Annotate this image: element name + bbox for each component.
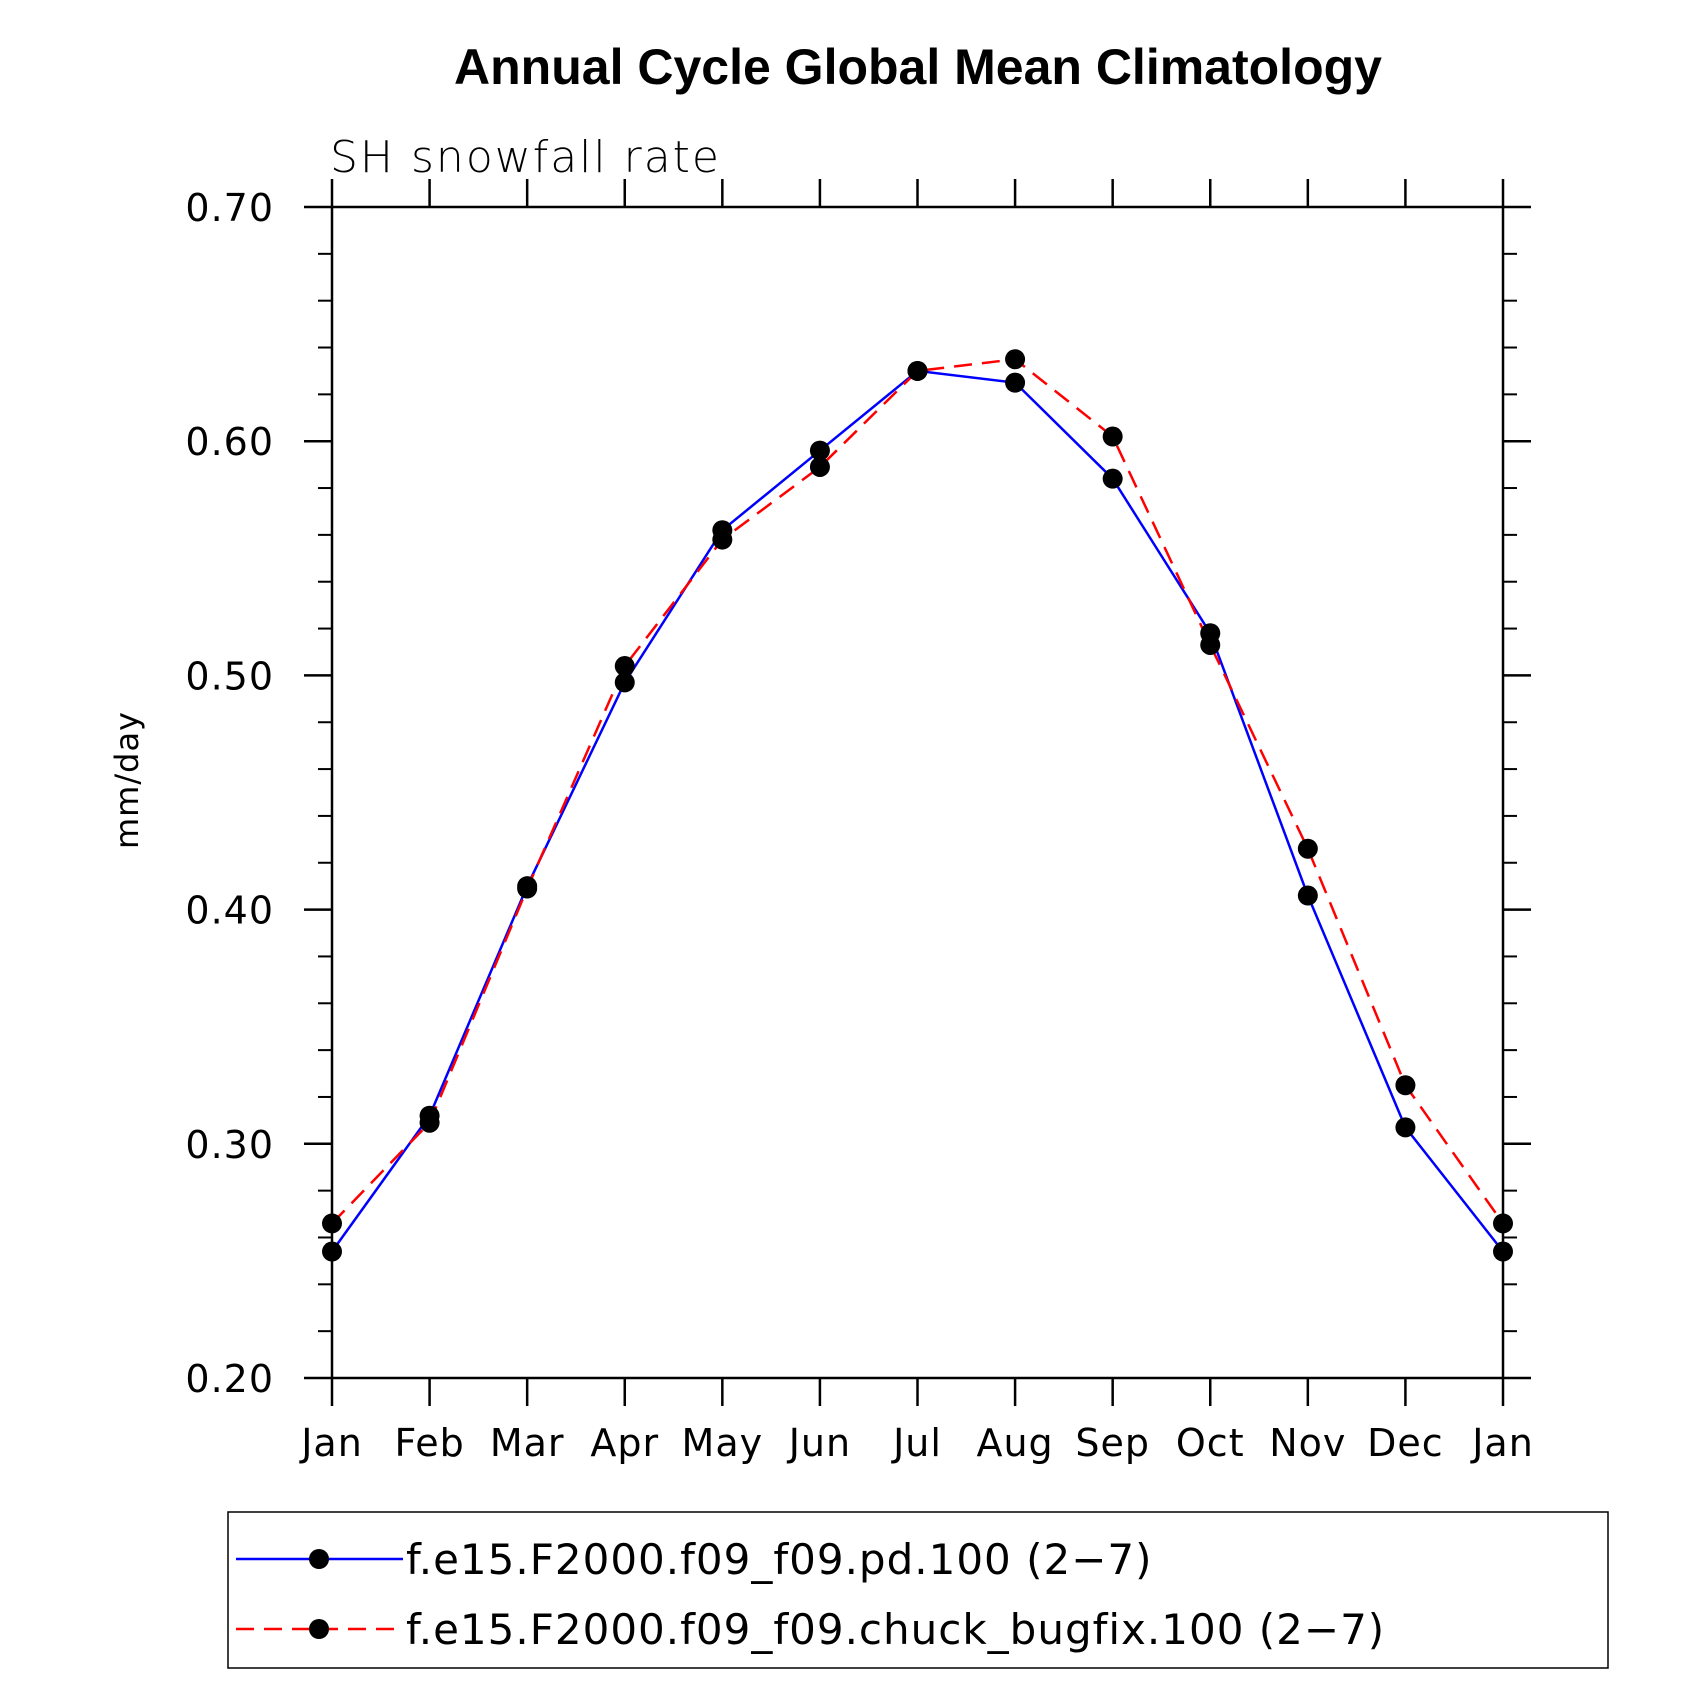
data-point-series-1 bbox=[1005, 372, 1026, 393]
data-point-series-2 bbox=[907, 360, 928, 381]
y-tick-label: 0.30 bbox=[185, 1123, 274, 1167]
y-tick-label: 0.40 bbox=[185, 889, 274, 933]
data-point-series-2 bbox=[1493, 1213, 1513, 1234]
plot-area: Jan Feb Mar Apr May Jun Jul Aug Sep Oct Nov Dec Jan 0… bbox=[185, 179, 1533, 1465]
legend-label-2: f.e15.F2000.f09_f09.chuck_bugfix.100 (2−… bbox=[406, 1605, 1385, 1654]
data-point-series-2 bbox=[712, 529, 733, 550]
legend-marker-1 bbox=[309, 1549, 329, 1569]
x-tick-label: May bbox=[682, 1421, 764, 1465]
x-tick-label: Mar bbox=[490, 1421, 565, 1465]
data-point-series-1 bbox=[1493, 1241, 1513, 1262]
x-tick-label: Feb bbox=[394, 1421, 464, 1465]
data-point-series-1 bbox=[1395, 1117, 1416, 1138]
chart-subtitle: SH snowfall rate bbox=[330, 132, 721, 183]
y-tick-label: 0.70 bbox=[185, 186, 274, 230]
data-point-series-2 bbox=[809, 456, 830, 477]
data-point-series-2 bbox=[419, 1112, 440, 1133]
series-line-1 bbox=[330, 369, 1504, 1253]
data-point-series-1 bbox=[1297, 885, 1318, 906]
x-tick-label: Jul bbox=[891, 1421, 942, 1465]
chart-title: Annual Cycle Global Mean Climatology bbox=[454, 39, 1382, 95]
x-tick-label: Jan bbox=[1470, 1421, 1534, 1465]
data-point-series-2 bbox=[322, 1213, 342, 1234]
legend-label-1: f.e15.F2000.f09_f09.pd.100 (2−7) bbox=[406, 1535, 1153, 1584]
x-tick-label: Nov bbox=[1269, 1421, 1346, 1465]
y-tick-label: 0.50 bbox=[185, 654, 274, 698]
plot-frame bbox=[330, 205, 1505, 1380]
data-point-series-2 bbox=[517, 878, 538, 899]
data-point-series-2 bbox=[1297, 838, 1318, 859]
y-tick-label: 0.20 bbox=[185, 1357, 274, 1401]
data-point-series-2 bbox=[1005, 349, 1026, 370]
x-tick-label: Jun bbox=[787, 1421, 851, 1465]
data-point-series-2 bbox=[1395, 1075, 1416, 1096]
data-point-series-2 bbox=[1200, 634, 1221, 655]
data-point-series-2 bbox=[1102, 426, 1123, 447]
legend-marker-2 bbox=[309, 1619, 329, 1639]
data-point-series-1 bbox=[614, 672, 635, 693]
x-tick-label: Jan bbox=[299, 1421, 363, 1465]
data-point-series-1 bbox=[322, 1241, 342, 1262]
x-tick-label: Apr bbox=[590, 1421, 659, 1465]
data-point-series-2 bbox=[614, 656, 635, 677]
data-point-series-1 bbox=[809, 440, 830, 461]
data-point-series-1 bbox=[1102, 468, 1123, 489]
x-tick-label: Aug bbox=[976, 1421, 1053, 1465]
y-axis-label: mm/day bbox=[108, 711, 146, 849]
x-tick-label: Oct bbox=[1176, 1421, 1245, 1465]
x-tick-label: Sep bbox=[1075, 1421, 1150, 1465]
x-tick-label: Dec bbox=[1367, 1421, 1444, 1465]
legend: f.e15.F2000.f09_f09.pd.100 (2−7) f.e15.F2… bbox=[227, 1511, 1609, 1669]
legend-box bbox=[227, 1511, 1609, 1669]
y-tick-label: 0.60 bbox=[185, 420, 274, 464]
series-line-2 bbox=[331, 357, 1505, 1225]
